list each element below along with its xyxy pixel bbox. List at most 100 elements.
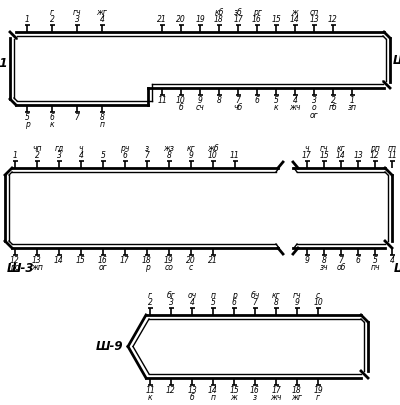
Text: 1: 1	[12, 151, 18, 160]
Text: сп: сп	[309, 8, 319, 17]
Text: 3: 3	[168, 298, 174, 307]
Text: г: г	[148, 291, 152, 300]
Text: 16: 16	[98, 256, 108, 265]
Text: 3: 3	[312, 96, 316, 105]
Text: 10: 10	[208, 151, 218, 160]
Text: п: п	[210, 393, 216, 402]
Text: Ш-2: Ш-2	[394, 262, 400, 275]
Text: 8: 8	[166, 151, 172, 160]
Text: б: б	[190, 393, 194, 402]
Text: 14: 14	[290, 15, 300, 24]
Text: 9: 9	[304, 256, 310, 265]
Text: р: р	[144, 263, 150, 272]
Text: 3: 3	[74, 15, 80, 24]
Text: 6: 6	[356, 256, 360, 265]
Text: 6: 6	[232, 298, 236, 307]
Text: б: б	[179, 103, 183, 112]
Text: 4: 4	[292, 96, 298, 105]
Text: об: об	[336, 263, 346, 272]
Text: р: р	[24, 120, 30, 129]
Text: со: со	[164, 263, 174, 272]
Text: ч: ч	[79, 144, 83, 153]
Text: 5: 5	[100, 151, 106, 160]
Text: бг: бг	[167, 291, 175, 300]
Text: 1: 1	[24, 15, 30, 24]
Text: сч: сч	[196, 103, 204, 112]
Text: кг: кг	[187, 144, 195, 153]
Text: ж: ж	[230, 393, 238, 402]
Text: кг: кг	[337, 144, 345, 153]
Text: ро: ро	[10, 263, 20, 272]
Text: ог: ог	[99, 263, 107, 272]
Text: жп: жп	[31, 263, 43, 272]
Text: 17: 17	[233, 15, 243, 24]
Text: жб: жб	[207, 144, 219, 153]
Text: г: г	[316, 393, 320, 402]
Text: 7: 7	[144, 151, 150, 160]
Text: 2: 2	[34, 151, 40, 160]
Text: чб: чб	[233, 103, 243, 112]
Text: Ш-3: Ш-3	[7, 262, 34, 275]
Text: 14: 14	[336, 151, 346, 160]
Text: г: г	[50, 8, 54, 17]
Text: 8: 8	[100, 113, 104, 122]
Text: 19: 19	[313, 386, 323, 395]
Text: 15: 15	[319, 151, 329, 160]
Text: бч: бч	[250, 291, 260, 300]
Text: 19: 19	[195, 15, 205, 24]
Text: ч: ч	[305, 144, 309, 153]
Text: пч: пч	[370, 263, 380, 272]
Text: к: к	[148, 393, 152, 402]
Text: зч: зч	[320, 263, 328, 272]
Text: о: о	[312, 103, 316, 112]
Text: 7: 7	[236, 96, 240, 105]
Text: жг: жг	[292, 393, 302, 402]
Text: 11: 11	[230, 151, 240, 160]
Text: 12: 12	[166, 386, 176, 395]
Text: 6: 6	[122, 151, 128, 160]
Text: 16: 16	[250, 386, 260, 395]
Text: 21: 21	[157, 15, 167, 24]
Text: 2: 2	[50, 15, 54, 24]
Text: гб: гб	[329, 103, 337, 112]
Text: гд: гд	[54, 144, 64, 153]
Text: п: п	[100, 120, 104, 129]
Text: 5: 5	[210, 298, 216, 307]
Text: 2: 2	[148, 298, 152, 307]
Text: з: з	[253, 393, 257, 402]
Text: 9: 9	[294, 298, 300, 307]
Text: 4: 4	[78, 151, 84, 160]
Text: 10: 10	[313, 298, 323, 307]
Text: ог: ог	[310, 111, 318, 120]
Text: 18: 18	[292, 386, 302, 395]
Text: 7: 7	[338, 256, 344, 265]
Text: з: з	[145, 144, 149, 153]
Text: 7: 7	[252, 298, 258, 307]
Text: 13: 13	[187, 386, 197, 395]
Text: к: к	[274, 103, 278, 112]
Text: 14: 14	[54, 256, 64, 265]
Text: 4: 4	[390, 256, 394, 265]
Text: 13: 13	[32, 256, 42, 265]
Text: гч: гч	[73, 8, 81, 17]
Text: 13: 13	[309, 15, 319, 24]
Text: гп: гп	[388, 144, 396, 153]
Text: 5: 5	[274, 96, 278, 105]
Text: 1: 1	[350, 96, 354, 105]
Text: 11: 11	[387, 151, 397, 160]
Text: кг: кг	[272, 291, 280, 300]
Text: 21: 21	[208, 256, 218, 265]
Text: 18: 18	[214, 15, 224, 24]
Text: 8: 8	[322, 256, 326, 265]
Text: с: с	[316, 291, 320, 300]
Text: 8: 8	[216, 96, 222, 105]
Text: 11: 11	[145, 386, 155, 395]
Text: 16: 16	[252, 15, 262, 24]
Text: 8: 8	[274, 298, 278, 307]
Text: 17: 17	[120, 256, 130, 265]
Text: 9: 9	[198, 96, 202, 105]
Text: 10: 10	[176, 96, 186, 105]
Text: 5: 5	[24, 113, 30, 122]
Text: кб: кб	[214, 8, 224, 17]
Text: жз: жз	[164, 144, 174, 153]
